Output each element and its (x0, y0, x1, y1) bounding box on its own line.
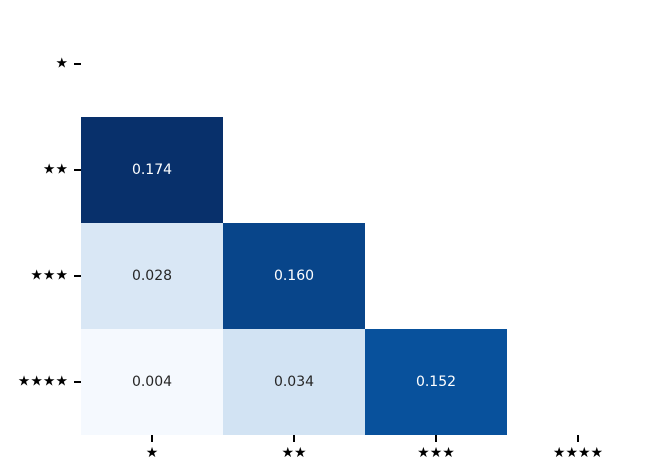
heatmap-cell: 0.028 (81, 223, 223, 329)
heatmap-cell: 0.004 (81, 329, 223, 435)
x-tick (293, 435, 295, 442)
y-tick-label: ★★★ (30, 267, 68, 284)
heatmap-cell: 0.174 (81, 117, 223, 223)
y-tick (74, 381, 81, 383)
y-tick-label: ★ (55, 55, 68, 72)
y-tick (74, 169, 81, 171)
y-tick (74, 63, 81, 65)
x-tick (435, 435, 437, 442)
y-tick-label: ★★★★ (17, 373, 68, 390)
x-tick-label: ★★ (281, 445, 307, 461)
x-tick (151, 435, 153, 442)
x-tick-label: ★ (145, 445, 159, 461)
heatmap-cell: 0.034 (223, 329, 365, 435)
y-tick (74, 275, 81, 277)
y-tick-label: ★★ (42, 161, 68, 178)
heatmap-cell: 0.152 (365, 329, 507, 435)
x-tick-label: ★★★★ (552, 445, 604, 461)
plot-area: 0.174 0.028 0.160 0.004 0.034 0.152 (81, 11, 649, 435)
heatmap-cell: 0.160 (223, 223, 365, 329)
x-tick (577, 435, 579, 442)
x-tick-label: ★★★ (417, 445, 455, 461)
